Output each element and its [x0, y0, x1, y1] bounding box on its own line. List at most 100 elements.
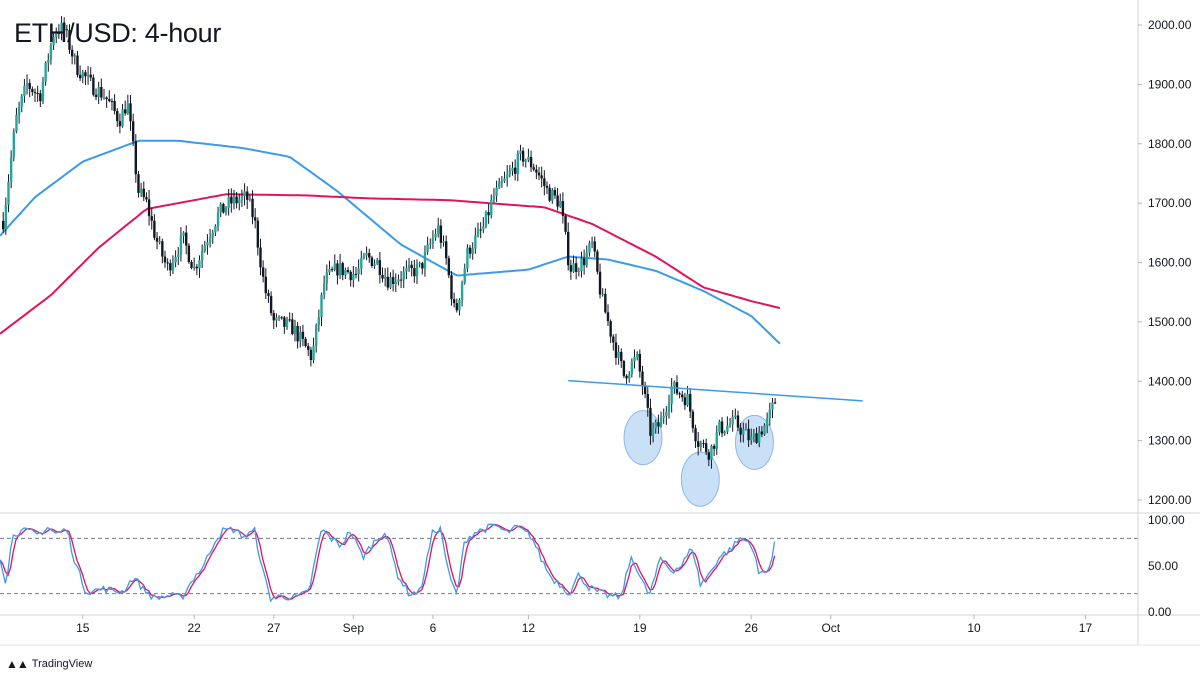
candle-down — [678, 393, 681, 395]
candle-down — [116, 110, 119, 122]
candle-down — [553, 190, 557, 196]
candle-up — [434, 233, 437, 238]
candle-down — [689, 394, 692, 412]
candle-up — [460, 282, 464, 300]
candle-down — [100, 86, 103, 98]
candle-down — [346, 269, 350, 273]
candle-down — [76, 55, 79, 75]
candle-down — [129, 103, 132, 122]
candle-down — [468, 247, 472, 254]
candle-up — [208, 237, 212, 243]
candle-up — [328, 269, 331, 273]
stoch-tick-label: 100.00 — [1148, 513, 1185, 527]
candle-up — [415, 264, 419, 277]
candle-up — [527, 156, 530, 161]
candle-up — [482, 226, 485, 230]
candle-up — [715, 432, 718, 449]
candle-down — [513, 167, 517, 174]
candle-down — [230, 196, 233, 204]
candle-up — [431, 237, 435, 244]
candle-down — [529, 156, 533, 168]
candle-up — [492, 195, 496, 201]
candle-down — [137, 174, 140, 193]
candle-down — [145, 197, 148, 200]
candle-down — [657, 422, 660, 427]
candle-down — [94, 94, 98, 98]
moving-averages — [0, 139, 781, 345]
candle-up — [585, 252, 588, 266]
candle-up — [60, 22, 63, 34]
candle-up — [670, 386, 673, 404]
candle-down — [561, 201, 565, 216]
candle-down — [543, 178, 546, 186]
price-tick-label: 1900.00 — [1148, 77, 1192, 91]
candle-down — [280, 317, 283, 319]
candle-down — [747, 428, 750, 441]
candle-down — [532, 167, 535, 170]
candle-down — [604, 293, 607, 313]
candle-up — [686, 394, 689, 406]
candle-up — [673, 382, 676, 387]
candle-down — [105, 97, 108, 100]
candle-down — [569, 265, 573, 272]
candle-up — [651, 428, 655, 436]
stoch-d-line — [0, 523, 776, 600]
candle-up — [402, 271, 405, 280]
candle-up — [630, 361, 634, 375]
trendline — [568, 379, 863, 402]
candle-up — [734, 415, 737, 417]
candle-up — [471, 248, 474, 254]
candle-down — [153, 220, 156, 238]
candle-down — [36, 92, 39, 94]
candle-up — [474, 235, 477, 249]
price-tick-label: 1600.00 — [1148, 256, 1192, 270]
candle-up — [476, 229, 480, 236]
candle-down — [704, 443, 708, 453]
candle-up — [665, 411, 668, 417]
candle-up — [12, 131, 15, 158]
candle-up — [750, 436, 753, 441]
candle-down — [283, 317, 286, 327]
candle-down — [535, 169, 538, 173]
candle-up — [333, 263, 336, 270]
candle-up — [728, 424, 732, 426]
candle-up — [126, 103, 130, 114]
price-tick-label: 1700.00 — [1148, 196, 1192, 210]
candle-down — [444, 241, 448, 259]
candle-down — [452, 299, 456, 304]
candle-down — [696, 441, 700, 447]
candle-down — [649, 407, 652, 436]
candle-down — [643, 386, 647, 394]
candle-up — [418, 263, 421, 265]
candle-up — [158, 241, 161, 243]
candle-down — [548, 187, 551, 201]
candle-down — [736, 415, 740, 428]
candle-up — [47, 60, 50, 63]
candle-up — [495, 187, 498, 196]
candle-up — [344, 269, 347, 276]
candle-up — [248, 198, 252, 200]
candle-down — [683, 397, 687, 406]
candle-up — [240, 196, 244, 200]
candle-down — [540, 175, 543, 179]
candle-down — [487, 212, 490, 216]
candle-up — [86, 74, 90, 77]
candle-down — [288, 319, 291, 321]
candle-up — [659, 417, 663, 427]
candle-down — [118, 121, 122, 127]
candle-up — [198, 260, 201, 269]
stoch-tick-label: 50.00 — [1148, 559, 1178, 573]
candle-up — [211, 232, 214, 238]
date-tick-label: Sep — [343, 621, 365, 635]
candle-down — [163, 256, 167, 263]
candle-up — [397, 279, 400, 282]
candle-up — [52, 36, 55, 46]
candle-up — [357, 268, 360, 275]
candle-up — [277, 317, 281, 319]
price-tick-label: 1400.00 — [1148, 374, 1192, 388]
candle-down — [185, 232, 188, 246]
candle-up — [214, 226, 217, 233]
highlight-circles — [623, 410, 774, 507]
candle-down — [638, 353, 642, 372]
candle-up — [325, 272, 329, 284]
